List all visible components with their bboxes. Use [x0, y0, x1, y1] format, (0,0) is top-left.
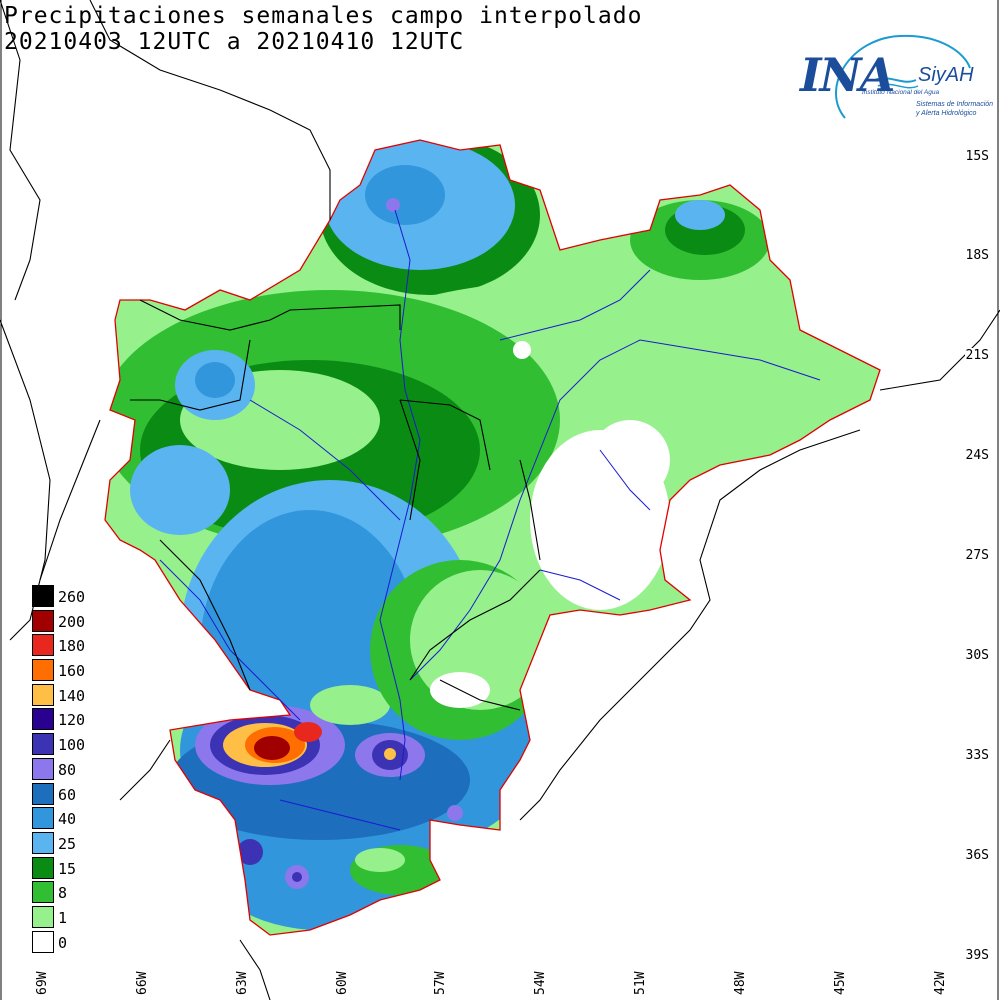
legend-label: 15	[58, 859, 77, 878]
legend-label: 60	[58, 785, 77, 804]
precipitation-field	[105, 140, 880, 935]
legend-row: 0	[30, 930, 100, 956]
lon-label: 42W	[933, 971, 948, 995]
legend-swatch	[32, 807, 54, 830]
legend-swatch	[32, 881, 54, 904]
legend-swatch	[32, 683, 54, 706]
lon-label: 63W	[235, 971, 250, 995]
lat-label: 30S	[964, 648, 990, 663]
lon-label: 57W	[433, 971, 448, 995]
legend-label: 0	[58, 933, 68, 952]
legend-row: 15	[30, 856, 100, 882]
legend-swatch	[32, 585, 54, 607]
legend-label: 25	[58, 834, 77, 853]
legend-row: 1	[30, 905, 100, 931]
precipitation-legend: 260 200 180 160 140 120 100 80 60 40 25 15 8 1 0	[30, 585, 100, 955]
legend-swatch	[32, 831, 54, 854]
legend-swatch	[32, 708, 54, 731]
legend-swatch	[32, 782, 54, 805]
legend-label: 260	[58, 588, 86, 606]
legend-label: 100	[58, 736, 86, 755]
lon-label: 69W	[35, 971, 50, 995]
legend-row: 25	[30, 831, 100, 857]
legend-row: 200	[30, 609, 100, 635]
basin-outline	[104, 139, 881, 936]
legend-row: 140	[30, 683, 100, 709]
legend-row: 160	[30, 659, 100, 684]
legend-swatch	[32, 733, 54, 756]
lat-label: 39S	[964, 948, 990, 963]
legend-label: 1	[58, 908, 68, 927]
logo-ina-text: INA	[800, 48, 895, 102]
ina-siyah-logo: INA SiyAH Instituto Nacional del Agua Si…	[790, 28, 1000, 138]
legend-label: 200	[58, 612, 86, 631]
legend-row: 8	[30, 881, 100, 906]
logo-tagline-1: Sistemas de Información	[916, 101, 994, 108]
legend-label: 8	[58, 884, 68, 903]
lon-label: 45W	[833, 971, 848, 995]
lat-label: 15S	[964, 149, 990, 164]
logo-institution: Instituto Nacional del Agua	[862, 89, 940, 96]
logo-tagline-2: y Alerta Hidrológico	[916, 110, 977, 117]
legend-row: 260	[30, 585, 100, 610]
legend-label: 180	[58, 637, 86, 656]
legend-row: 60	[30, 782, 100, 808]
legend-label: 120	[58, 711, 86, 730]
legend-row: 80	[30, 757, 100, 783]
map-date-range: 20210403 12UTC a 20210410 12UTC	[4, 29, 465, 55]
legend-label: 140	[58, 686, 86, 705]
lat-label: 18S	[964, 248, 990, 263]
logo-swoosh-icon	[835, 34, 971, 119]
legend-row: 120	[30, 708, 100, 733]
rivers	[159, 209, 821, 831]
legend-swatch	[32, 757, 54, 780]
legend-row: 100	[30, 733, 100, 758]
legend-swatch	[32, 609, 54, 632]
lat-label: 36S	[964, 848, 990, 863]
legend-swatch	[32, 634, 54, 657]
lat-label: 21S	[964, 348, 990, 363]
legend-label: 160	[58, 662, 86, 681]
legend-label: 40	[58, 810, 77, 829]
lon-label: 54W	[533, 971, 548, 995]
legend-swatch	[32, 930, 54, 953]
map-title: Precipitaciones semanales campo interpol…	[4, 3, 643, 29]
legend-row: 40	[30, 807, 100, 832]
legend-swatch	[32, 659, 54, 682]
lon-label: 51W	[633, 971, 648, 995]
legend-label: 80	[58, 760, 77, 779]
lon-label: 48W	[733, 971, 748, 995]
lat-label: 27S	[964, 548, 990, 563]
lon-label: 66W	[135, 971, 150, 995]
lon-label: 60W	[335, 971, 350, 995]
logo-siyah-text: SiyAH	[918, 64, 974, 86]
legend-row: 180	[30, 634, 100, 659]
legend-swatch	[32, 905, 54, 928]
lat-label: 24S	[964, 448, 990, 463]
legend-swatch	[32, 856, 54, 879]
lat-label: 33S	[964, 748, 990, 763]
